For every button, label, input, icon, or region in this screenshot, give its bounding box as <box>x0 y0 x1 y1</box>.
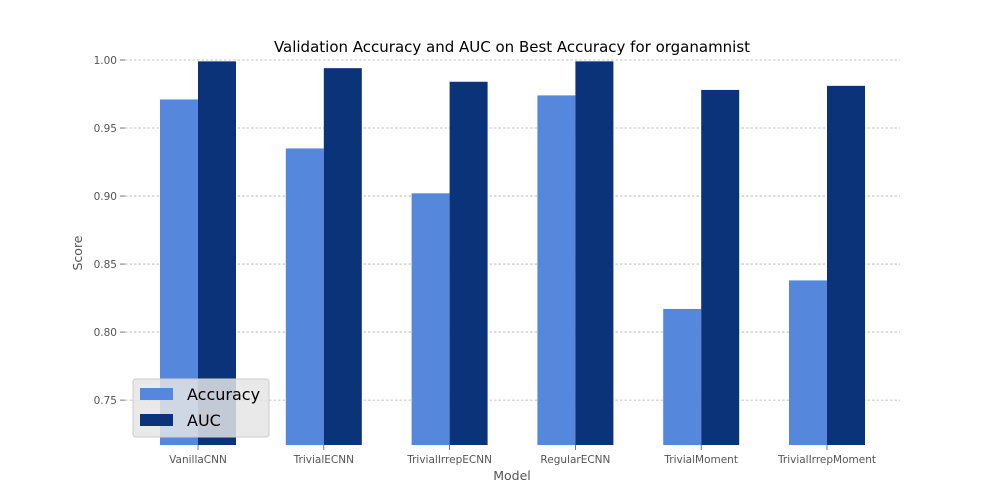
bar-accuracy-trivialirrepecnn <box>411 193 450 445</box>
x-axis-title: Model <box>493 468 531 483</box>
bar-auc-trivialirrepmoment <box>827 85 865 445</box>
x-tick-label: TrivialMoment <box>663 454 738 466</box>
y-tick-label: 0.75 <box>94 395 117 407</box>
y-ticks: 0.75 0.80 0.85 0.90 0.95 1.00 <box>94 55 125 407</box>
y-tick-label: 1.00 <box>94 55 117 67</box>
bar-auc-trivialmoment <box>701 89 740 446</box>
x-ticks: VanillaCNN TrivialECNN TrivialIrrepECNN Reg… <box>169 445 876 466</box>
bars <box>160 61 865 446</box>
bar-accuracy-trivialirrepmoment <box>789 280 827 445</box>
bar-auc-trivialirrepecnn <box>449 81 488 445</box>
y-tick-label: 0.95 <box>94 123 117 135</box>
x-tick-label: TrivialECNN <box>293 454 354 466</box>
legend: Accuracy AUC <box>132 378 270 438</box>
y-axis-title: Score <box>70 235 85 270</box>
x-tick-label: TrivialIrrepMoment <box>777 454 876 466</box>
grid-lines <box>125 59 900 401</box>
bar-accuracy-trivialecnn <box>285 148 324 446</box>
y-tick-label: 0.90 <box>94 191 117 203</box>
y-tick-label: 0.85 <box>94 259 117 271</box>
bar-accuracy-regularecnn <box>537 95 576 445</box>
legend-swatch-accuracy <box>140 388 173 400</box>
x-tick-label: TrivialIrrepECNN <box>406 454 492 466</box>
legend-label-auc: AUC <box>187 411 221 430</box>
legend-swatch-auc <box>140 414 173 426</box>
y-tick-label: 0.80 <box>94 327 117 339</box>
chart-title: Validation Accuracy and AUC on Best Accu… <box>274 38 750 56</box>
bar-auc-regularecnn <box>575 61 614 446</box>
bar-auc-trivialecnn <box>323 68 362 446</box>
bar-accuracy-trivialmoment <box>663 308 702 445</box>
x-tick-label: RegularECNN <box>540 454 610 466</box>
legend-label-accuracy: Accuracy <box>187 385 260 404</box>
x-tick-label: VanillaCNN <box>169 454 227 466</box>
